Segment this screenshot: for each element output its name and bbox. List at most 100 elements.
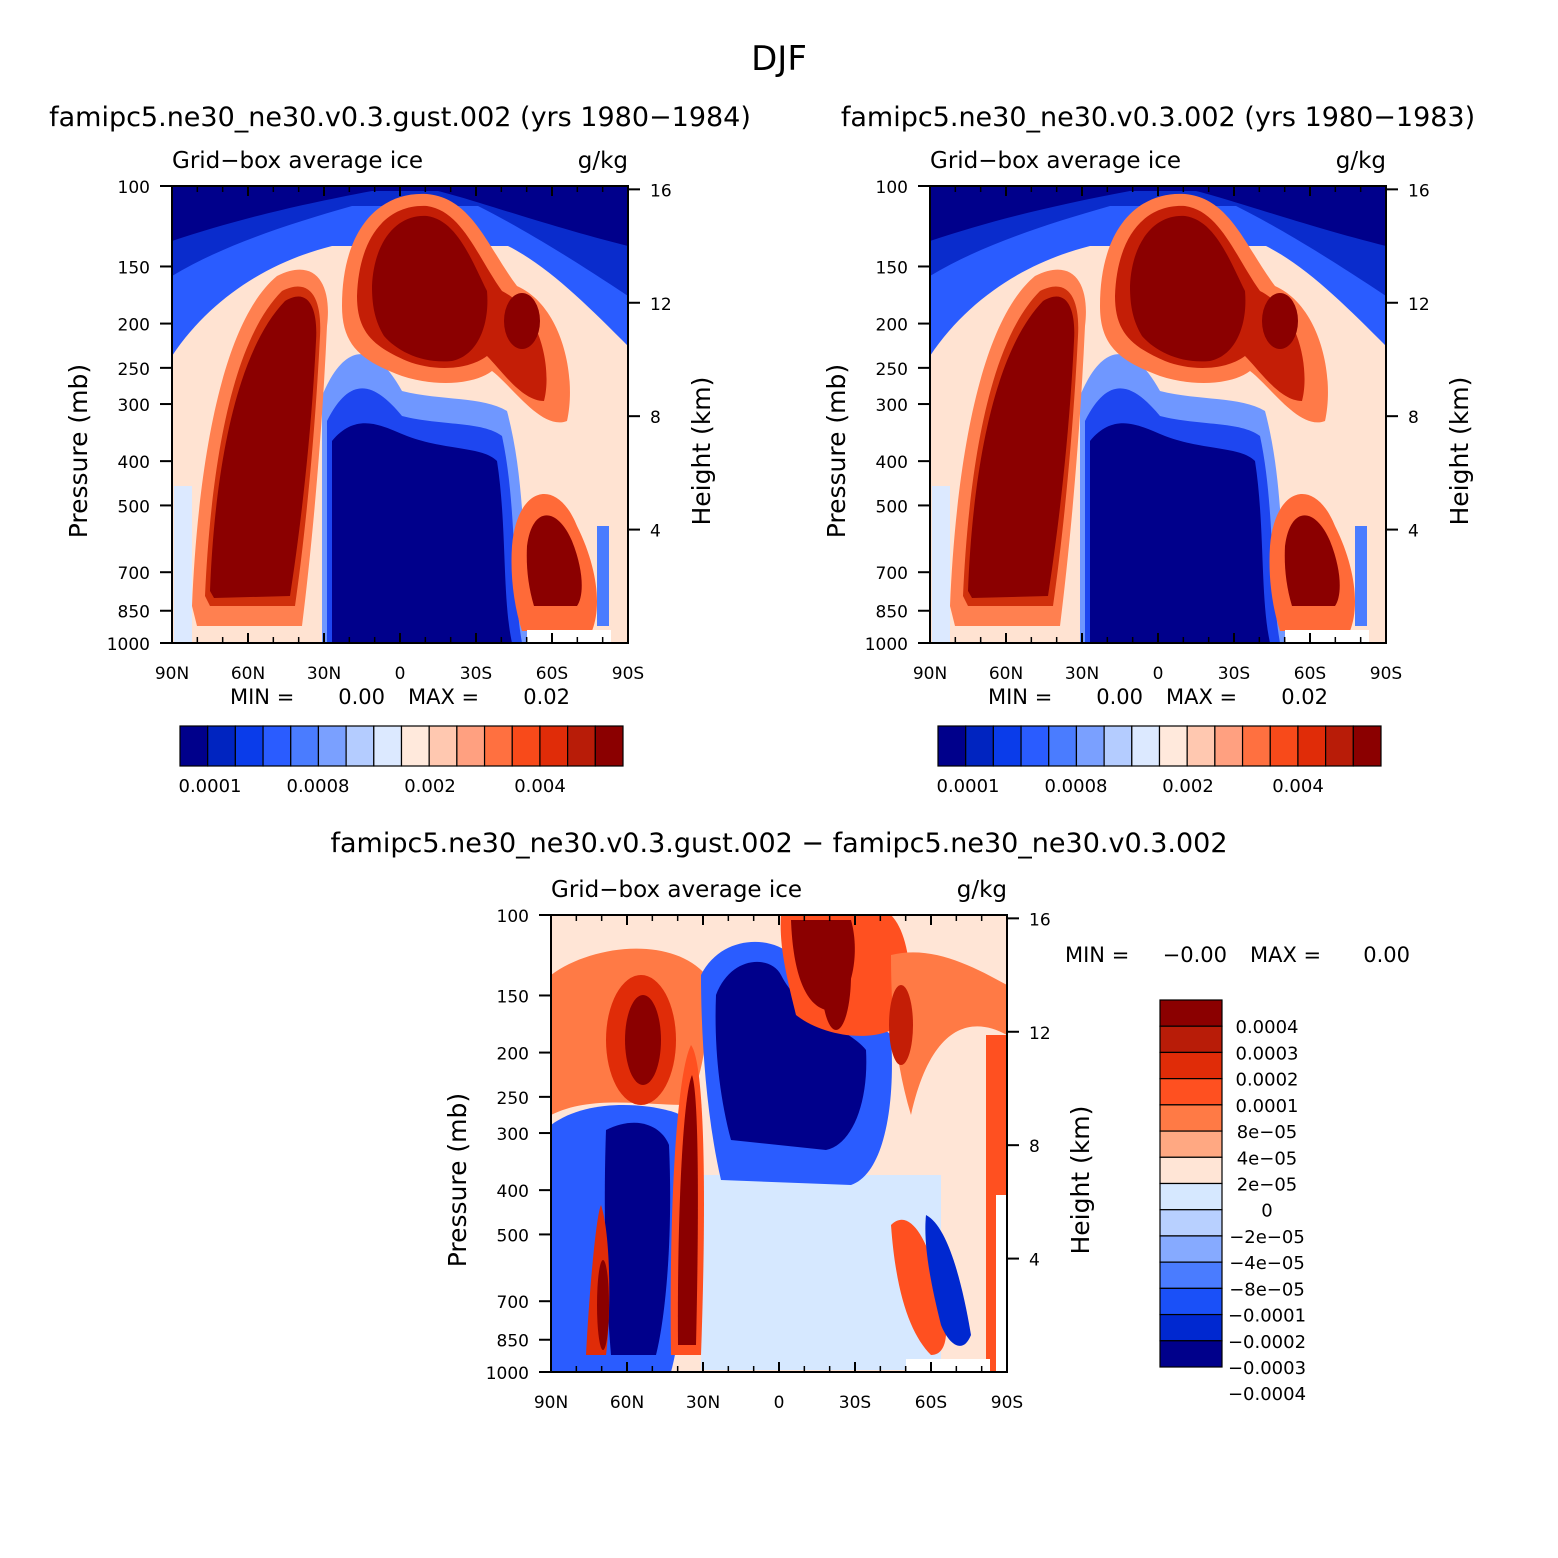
colorbar-label: 0.0008 (287, 776, 350, 797)
missing-data (527, 630, 611, 643)
x-tick-label: 30N (1065, 664, 1099, 684)
colorbar-swatch (511, 725, 541, 767)
x-tick-label: 30S (839, 1393, 871, 1413)
y-tick-label: 100 (118, 178, 150, 198)
y2-tick-label: 8 (650, 408, 661, 428)
upper-red-core-2 (821, 920, 851, 1030)
x-tick-label: 60N (989, 664, 1023, 684)
colorbar-label: 4e−05 (1237, 1148, 1298, 1169)
y-tick-label: 100 (497, 907, 529, 927)
y2-tick-label: 12 (650, 295, 672, 315)
panel-title: famipc5.ne30_ne30.v0.3.002 (yrs 1980−198… (841, 102, 1475, 133)
colorbar-swatch (345, 725, 375, 767)
y-tick-label: 500 (497, 1226, 529, 1246)
colorbar-swatch (456, 725, 486, 767)
colorbar-swatch (207, 725, 236, 767)
x-tick-label: 90S (991, 1393, 1023, 1413)
nh-blue-core (604, 1122, 671, 1355)
max-value: 0.02 (1281, 685, 1328, 709)
panel-diff: famipc5.ne30_ne30.v0.3.gust.002 − famipc… (330, 828, 1410, 1413)
colorbar-swatch (1158, 725, 1188, 767)
y-tick-label: 400 (876, 453, 908, 473)
tropical-blue-core (715, 961, 867, 1150)
y-tick-label: 250 (876, 360, 908, 380)
colorbar-swatch (1159, 1051, 1223, 1080)
y2-tick-label: 8 (1408, 408, 1419, 428)
blue-cap-core (930, 186, 1386, 246)
nh-polar-lightblue (932, 486, 950, 643)
min-value: −0.00 (1163, 943, 1227, 967)
y-axis-label: Pressure (mb) (822, 364, 851, 538)
y-tick-label: 300 (497, 1125, 529, 1145)
missing-data (996, 1195, 1007, 1372)
colorbar-swatch (262, 725, 292, 767)
left-subtitle: Grid−box average ice (930, 148, 1181, 174)
colorbar-swatch (1131, 725, 1161, 767)
colorbar-label: 0.002 (1162, 776, 1214, 797)
y2-tick-label: 16 (650, 181, 672, 201)
colorbar-swatch (1159, 1261, 1223, 1289)
y-tick-label: 200 (497, 1045, 529, 1065)
colorbar-swatch (1159, 1156, 1223, 1185)
colorbar-label: −0.0003 (1228, 1358, 1306, 1379)
red-streak-core (677, 1075, 698, 1345)
colorbar-swatch (1159, 1235, 1223, 1263)
panel-b: famipc5.ne30_ne30.v0.3.002 (yrs 1980−198… (822, 102, 1475, 797)
blue-cap-core (172, 186, 628, 246)
right-subtitle: g/kg (957, 877, 1007, 903)
max-value: 0.00 (1363, 943, 1410, 967)
colorbar-swatch (965, 725, 994, 767)
colorbar-label: −0.0001 (1228, 1306, 1306, 1327)
nh-red-core (210, 296, 317, 598)
sh-upper-red-core (1262, 293, 1298, 349)
colorbar-swatch (1103, 725, 1133, 767)
sh-low-red-core (1284, 515, 1340, 606)
colorbar-swatch (400, 725, 430, 767)
colorbar-swatch (1048, 725, 1078, 767)
colorbar-swatch (594, 725, 624, 767)
x-tick-label: 60N (610, 1393, 644, 1413)
upper-red-core (372, 215, 488, 362)
y-tick-label: 700 (876, 564, 908, 584)
colorbar-swatch (1352, 725, 1382, 767)
colorbar-label: 8e−05 (1237, 1122, 1298, 1143)
colorbar-swatch (1159, 1313, 1223, 1342)
contour-field (172, 186, 628, 643)
min-value: 0.00 (1096, 685, 1143, 709)
colorbar-swatch (1159, 1025, 1223, 1054)
y-tick-label: 150 (118, 258, 150, 278)
y-tick-label: 850 (876, 603, 908, 623)
colorbar-swatch (1159, 1209, 1223, 1237)
colorbar-label: −2e−05 (1229, 1227, 1305, 1248)
blue-cap (930, 186, 1386, 356)
colorbar-label: −8e−05 (1229, 1279, 1305, 1300)
right-subtitle: g/kg (578, 148, 628, 174)
y-tick-label: 1000 (865, 635, 908, 655)
x-tick-label: 30N (307, 664, 341, 684)
y-tick-label: 300 (876, 396, 908, 416)
y2-tick-label: 4 (650, 522, 661, 542)
x-tick-label: 60S (1294, 664, 1326, 684)
y2-tick-label: 4 (1408, 522, 1419, 542)
y-tick-label: 850 (497, 1332, 529, 1352)
colorbar-swatch (1020, 725, 1050, 767)
colorbar-swatch (317, 725, 347, 767)
x-tick-label: 0 (395, 664, 406, 684)
colorbar-swatch (1159, 1104, 1223, 1132)
colorbar-label: 0.0001 (937, 776, 1000, 797)
colorbar-swatch (1159, 999, 1223, 1027)
x-tick-label: 30S (1218, 664, 1250, 684)
sh-polar-blue (1355, 526, 1367, 626)
x-tick-label: 90S (612, 664, 644, 684)
y-axis-label: Pressure (mb) (443, 1093, 472, 1267)
y-tick-label: 250 (497, 1089, 529, 1109)
colorbar-label: 0.0002 (1236, 1070, 1299, 1091)
y-tick-label: 150 (876, 258, 908, 278)
y2-tick-label: 12 (1029, 1024, 1051, 1044)
colorbar-swatch (992, 725, 1022, 767)
x-tick-label: 30S (460, 664, 492, 684)
colorbar-swatch (1159, 1078, 1223, 1106)
left-subtitle: Grid−box average ice (172, 148, 423, 174)
max-label: MAX = (1250, 943, 1321, 967)
colorbar: 0.0004 0.0003 0.0002 0.0001 8e−05 4e−05 2e−05 0… (1159, 999, 1306, 1405)
